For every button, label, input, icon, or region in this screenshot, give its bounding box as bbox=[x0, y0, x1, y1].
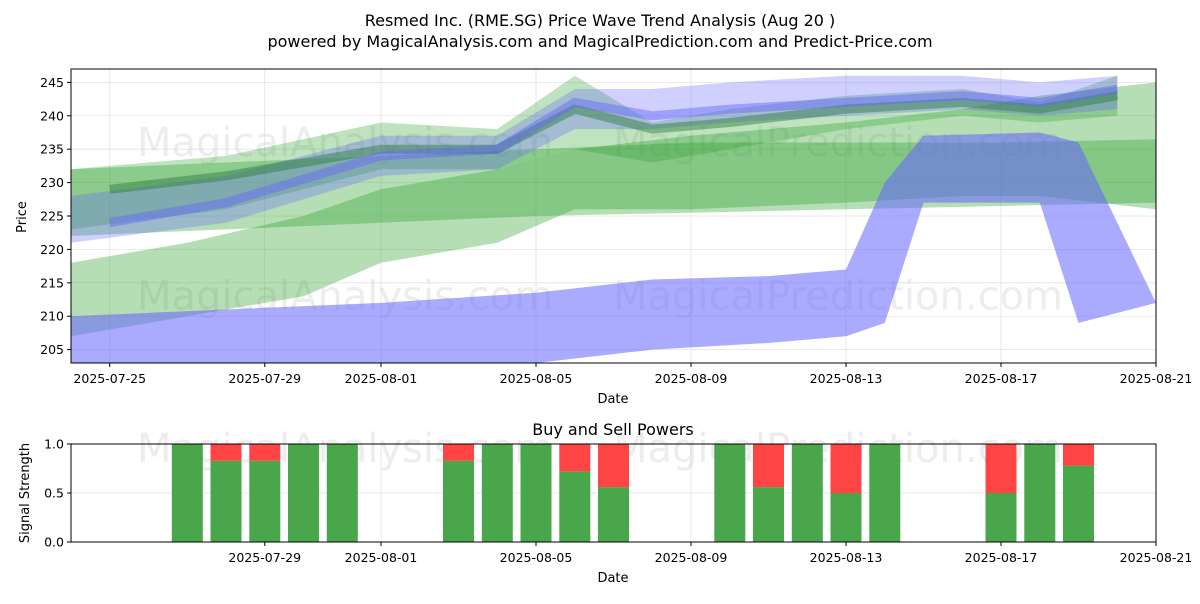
signal-chart-title: Buy and Sell Powers bbox=[532, 420, 694, 439]
price-y-tick-label: 245 bbox=[40, 75, 64, 90]
sell-bar bbox=[249, 444, 281, 461]
price-x-tick-label: 2025-07-29 bbox=[228, 371, 301, 386]
signal-chart-plot: MagicalAnalysis.comMagicalPrediction.com… bbox=[44, 426, 1192, 565]
blue-trend bbox=[109, 84, 1119, 228]
buy-bar bbox=[714, 444, 746, 542]
price-chart-plot: MagicalAnalysis.com MagicalPrediction.com… bbox=[40, 68, 1193, 386]
buy-bar bbox=[288, 444, 319, 542]
sell-bar bbox=[753, 444, 784, 488]
buy-bar bbox=[249, 460, 281, 542]
price-y-tick-label: 240 bbox=[40, 108, 64, 123]
buy-bar bbox=[1063, 465, 1094, 542]
main-chart-title-line1: Resmed Inc. (RME.SG) Price Wave Trend An… bbox=[365, 11, 836, 30]
sell-bar bbox=[830, 444, 862, 493]
green-mid-band bbox=[71, 139, 1156, 236]
main-chart-title-line2: powered by MagicalAnalysis.com and Magic… bbox=[267, 32, 932, 51]
blue-lower-band bbox=[71, 132, 1156, 363]
buy-bar bbox=[753, 487, 784, 542]
sell-bar bbox=[598, 444, 629, 488]
buy-bar bbox=[791, 444, 823, 542]
buy-bar bbox=[326, 444, 358, 542]
price-x-tick-label: 2025-08-05 bbox=[500, 371, 573, 386]
green-trend bbox=[109, 91, 1119, 194]
main-chart-x-label: Date bbox=[597, 392, 628, 407]
signal-y-tick-label: 1.0 bbox=[44, 437, 64, 452]
price-y-tick-label: 225 bbox=[40, 209, 64, 224]
price-x-tick-label: 2025-07-25 bbox=[73, 371, 146, 386]
signal-x-tick-label: 2025-08-21 bbox=[1120, 550, 1193, 565]
signal-x-tick-label: 2025-08-17 bbox=[965, 550, 1038, 565]
signal-chart-y-label: Signal Strength bbox=[18, 443, 33, 543]
buy-bar bbox=[1024, 444, 1056, 542]
price-y-tick-label: 235 bbox=[40, 142, 64, 157]
buy-bar bbox=[443, 460, 474, 542]
price-y-tick-label: 230 bbox=[40, 175, 64, 190]
price-series-group bbox=[71, 75, 1156, 363]
price-x-tick-label: 2025-08-01 bbox=[345, 371, 418, 386]
sell-bar bbox=[1063, 444, 1094, 466]
buy-bar bbox=[830, 493, 862, 542]
buy-bar bbox=[171, 444, 203, 542]
main-chart-y-label: Price bbox=[15, 201, 30, 233]
buy-bar bbox=[481, 444, 513, 542]
buy-bar bbox=[210, 460, 242, 542]
sell-bar bbox=[559, 444, 591, 472]
green-upper-band bbox=[71, 75, 1118, 230]
price-y-tick-label: 215 bbox=[40, 275, 64, 290]
price-x-tick-label: 2025-08-13 bbox=[810, 371, 883, 386]
signal-x-tick-label: 2025-08-13 bbox=[810, 550, 883, 565]
watermark-text: MagicalAnalysis.com bbox=[137, 120, 553, 166]
signal-x-tick-label: 2025-08-09 bbox=[655, 550, 728, 565]
buy-bar bbox=[985, 493, 1017, 542]
sell-bar bbox=[210, 444, 242, 461]
blue-upper-band bbox=[71, 75, 1118, 243]
signal-y-tick-label: 0.0 bbox=[44, 535, 64, 550]
price-x-tick-label: 2025-08-17 bbox=[965, 371, 1038, 386]
price-y-tick-label: 210 bbox=[40, 309, 64, 324]
buy-bar bbox=[520, 444, 552, 542]
buy-bar bbox=[869, 444, 901, 542]
signal-x-tick-label: 2025-08-01 bbox=[345, 550, 418, 565]
sell-bar bbox=[985, 444, 1017, 493]
price-x-tick-label: 2025-08-21 bbox=[1120, 371, 1193, 386]
signal-x-tick-label: 2025-07-29 bbox=[228, 550, 301, 565]
signal-y-tick-label: 0.5 bbox=[44, 486, 64, 501]
price-y-tick-label: 205 bbox=[40, 342, 64, 357]
price-y-tick-label: 220 bbox=[40, 242, 64, 257]
price-x-tick-label: 2025-08-09 bbox=[655, 371, 728, 386]
signal-chart-x-label: Date bbox=[597, 571, 628, 586]
signal-x-tick-label: 2025-08-05 bbox=[500, 550, 573, 565]
buy-bar bbox=[598, 487, 629, 542]
green-wide-band bbox=[71, 82, 1156, 337]
sell-bar bbox=[443, 444, 474, 461]
buy-bar bbox=[559, 471, 591, 542]
